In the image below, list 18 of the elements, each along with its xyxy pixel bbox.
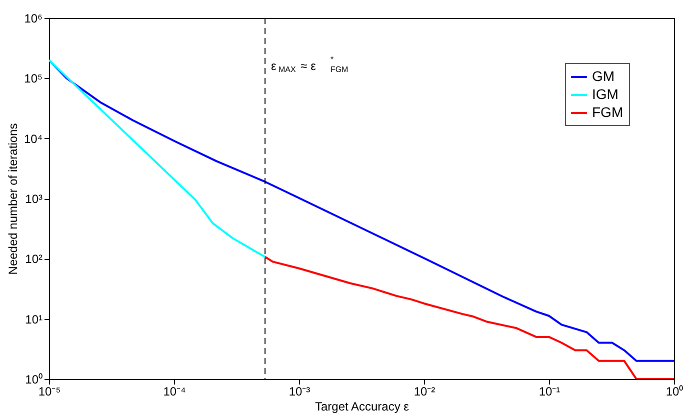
legend-label: FGM	[592, 104, 624, 120]
legend-label: IGM	[592, 86, 618, 102]
x-tick-label: 10⁻⁵	[38, 384, 61, 398]
legend-label: GM	[592, 68, 615, 84]
y-tick-label: 10²	[25, 252, 43, 266]
x-tick-label: 10⁻¹	[538, 384, 560, 398]
x-tick-label: 10⁻⁴	[163, 384, 186, 398]
x-tick-label: 10⁻³	[288, 384, 310, 398]
x-tick-label: 10⁻²	[414, 384, 436, 398]
y-tick-label: 10⁵	[24, 72, 43, 86]
y-tick-label: 10¹	[25, 312, 43, 326]
y-tick-label: 10⁶	[24, 12, 43, 26]
y-tick-label: 10³	[25, 192, 43, 206]
y-axis-title: Needed number of iterations	[6, 123, 20, 275]
y-tick-label: 10⁰	[25, 372, 42, 386]
y-tick-label: 10⁴	[24, 132, 42, 146]
x-tick-label: 10⁰	[666, 384, 683, 398]
x-axis-title: Target Accuracy ε	[314, 400, 410, 414]
